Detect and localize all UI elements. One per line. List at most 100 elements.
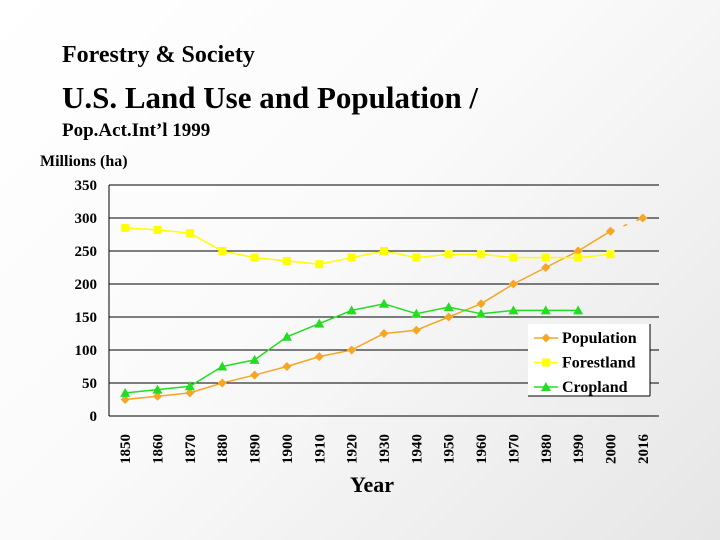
population-line-segment bbox=[189, 382, 223, 394]
population-line-segment bbox=[480, 283, 514, 305]
x-tick-label: 1890 bbox=[248, 434, 264, 464]
y-axis-label: Millions (ha) bbox=[40, 153, 128, 170]
forestland-line-segment bbox=[319, 256, 352, 265]
population-line-segment bbox=[513, 266, 547, 285]
x-tick-label: 1960 bbox=[474, 434, 490, 464]
population-line-segment bbox=[383, 329, 417, 335]
forestland-line-segment bbox=[578, 253, 611, 259]
cropland-line-segment bbox=[319, 309, 352, 325]
forestland-point bbox=[121, 223, 130, 232]
population-point bbox=[314, 352, 324, 362]
population-point bbox=[638, 213, 648, 223]
forestland-point bbox=[153, 225, 162, 234]
forestland-point bbox=[185, 229, 194, 238]
cropland-point bbox=[281, 331, 292, 341]
x-tick-label: 2016 bbox=[636, 434, 652, 465]
forestland-line-segment bbox=[416, 253, 449, 259]
cropland-point bbox=[217, 361, 228, 371]
x-tick-label: 1900 bbox=[280, 434, 296, 464]
population-line-segment bbox=[351, 332, 385, 351]
population-line-segment bbox=[416, 316, 449, 331]
cropland-point bbox=[573, 305, 584, 315]
legend-label-cropland: Cropland bbox=[562, 379, 628, 396]
cropland-line-segment bbox=[448, 306, 482, 315]
legend-marker-forestland bbox=[542, 358, 550, 367]
x-tick-label: 1850 bbox=[118, 434, 134, 464]
population-point bbox=[541, 263, 551, 272]
population-point bbox=[476, 299, 486, 309]
cropland-line-segment bbox=[254, 336, 288, 361]
y-tick-labels: 0 50 100 150 200 250 300 350 bbox=[75, 178, 98, 425]
forestland-line-segment bbox=[157, 229, 190, 234]
series-lines bbox=[125, 217, 644, 401]
legend-marker-cropland bbox=[541, 382, 551, 391]
population-line-segment bbox=[545, 250, 579, 269]
x-tick-label: 1910 bbox=[312, 434, 328, 464]
forestland-point bbox=[380, 247, 388, 255]
x-tick-label: 1950 bbox=[442, 434, 458, 464]
population-point bbox=[379, 329, 389, 338]
forestland-point bbox=[315, 260, 324, 269]
population-point bbox=[282, 362, 292, 371]
cropland-line-segment bbox=[383, 303, 417, 315]
y-tick-label: 350 bbox=[75, 178, 98, 194]
cropland-point bbox=[508, 305, 519, 315]
cropland-line-segment bbox=[189, 365, 223, 387]
forestland-point bbox=[347, 253, 356, 262]
x-tick-label: 1990 bbox=[571, 434, 587, 464]
cropland-point bbox=[476, 308, 487, 318]
cropland-line-segment bbox=[480, 309, 514, 315]
cropland-line-segment bbox=[416, 306, 449, 315]
population-point bbox=[411, 325, 421, 335]
forestland-line-segment bbox=[125, 227, 158, 231]
y-tick-label: 150 bbox=[75, 310, 98, 326]
cropland-point bbox=[379, 298, 389, 308]
cropland-line-segment bbox=[351, 303, 385, 312]
population-line-segment bbox=[577, 230, 611, 252]
population-line-segment bbox=[286, 355, 320, 368]
cropland-point bbox=[249, 354, 260, 364]
forestland-line-segment bbox=[189, 232, 223, 252]
forestland-line-segment bbox=[351, 250, 385, 259]
y-tick-label: 50 bbox=[82, 376, 97, 392]
series-markers bbox=[120, 213, 648, 404]
population-line-segment bbox=[254, 365, 288, 376]
x-tick-label: 1870 bbox=[183, 434, 199, 464]
forestland-point bbox=[250, 253, 259, 262]
population-line-segment bbox=[222, 374, 255, 384]
population-point bbox=[120, 395, 130, 404]
x-axis-label: Year bbox=[350, 472, 394, 497]
population-line-segment bbox=[610, 217, 644, 232]
forestland-line-segment bbox=[383, 250, 417, 259]
slide-subtitle: Forestry & Society bbox=[62, 42, 255, 68]
x-tick-label: 1930 bbox=[377, 434, 393, 464]
x-tick-label: 2000 bbox=[603, 434, 619, 464]
y-tick-label: 200 bbox=[75, 277, 98, 293]
y-tick-label: 250 bbox=[75, 244, 98, 260]
x-tick-labels: 1850 1860 1870 1880 1890 1900 1910 1920 1930 1940… bbox=[118, 434, 652, 465]
source-note: Pop.Act.Int’l 1999 bbox=[62, 120, 211, 141]
forestland-point bbox=[477, 250, 486, 259]
forestland-point bbox=[282, 256, 291, 265]
cropland-point bbox=[120, 387, 131, 397]
cropland-point bbox=[184, 381, 195, 391]
cropland-point bbox=[443, 302, 454, 312]
forestland-line-segment bbox=[222, 250, 255, 259]
forestland-line-segment bbox=[286, 260, 320, 265]
population-point bbox=[153, 391, 163, 401]
legend-label-forestland: Forestland bbox=[562, 355, 636, 372]
forestland-line-segment bbox=[254, 256, 288, 262]
x-tick-label: 1940 bbox=[409, 434, 425, 464]
x-tick-label: 1970 bbox=[506, 434, 522, 464]
cropland-point bbox=[346, 305, 357, 315]
y-tick-label: 0 bbox=[90, 409, 98, 425]
cropland-line-segment bbox=[125, 388, 158, 394]
forestland-point bbox=[218, 247, 227, 255]
forestland-point bbox=[606, 250, 615, 259]
y-tick-label: 300 bbox=[75, 211, 98, 227]
population-point bbox=[217, 378, 227, 388]
population-point bbox=[605, 226, 615, 236]
population-point bbox=[185, 388, 195, 398]
axes bbox=[108, 185, 659, 417]
